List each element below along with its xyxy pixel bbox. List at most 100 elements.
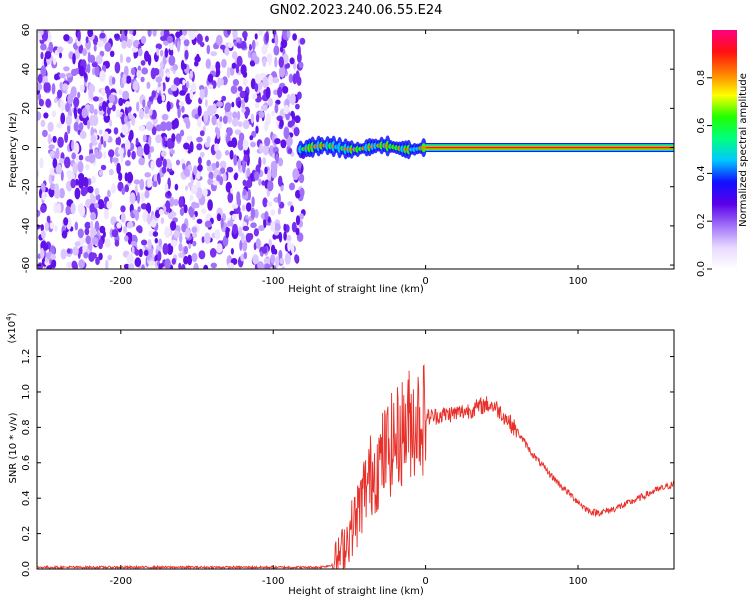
- spectrogram-cell: [182, 79, 186, 86]
- spectrogram-cell: [173, 77, 181, 87]
- spectrogram-cell: [99, 170, 103, 176]
- figure-title: GN02.2023.240.06.55.E24: [270, 3, 443, 18]
- spectrogram-cell: [66, 261, 73, 269]
- spectrogram-cell: [40, 43, 47, 51]
- spectrogram-cell: [232, 223, 238, 235]
- spectrogram-cell: [277, 193, 281, 206]
- spectrogram-cell: [139, 108, 144, 120]
- spectrogram-cell: [189, 206, 195, 218]
- spectrogram-cell: [241, 232, 245, 244]
- spectrogram-cell: [264, 211, 269, 221]
- spectrogram-cell: [79, 237, 87, 243]
- spectrogram-cell: [170, 149, 175, 155]
- spectrogram-cell: [121, 187, 126, 195]
- spectrogram-cell: [60, 248, 67, 260]
- spectrogram-cell: [176, 40, 181, 53]
- spectrogram-cell: [245, 233, 252, 243]
- spectrogram-cell: [79, 205, 86, 217]
- spectrogram-cell: [181, 223, 187, 233]
- spectrogram-cell: [94, 148, 99, 159]
- spectrogram-cell: [180, 59, 185, 71]
- spectrogram-cell: [160, 35, 167, 42]
- spectrogram-cell: [187, 182, 193, 188]
- spectrogram-cell: [212, 103, 217, 115]
- spectrogram-frame: [36, 29, 675, 270]
- spectrogram-cell: [144, 189, 150, 199]
- spectrogram-cell: [290, 93, 296, 105]
- spectrogram-cell: [71, 139, 75, 151]
- spectrogram-cell: [245, 202, 252, 212]
- spectrogram-cell: [160, 217, 165, 224]
- spectrogram-cell: [196, 33, 203, 44]
- spectrogram-cell: [297, 45, 301, 58]
- spectrogram-cell: [220, 217, 224, 229]
- spectrogram-cell: [59, 73, 66, 79]
- spectrogram-cell: [144, 50, 150, 62]
- spectrogram-cell: [90, 176, 96, 184]
- spectrogram-cell: [120, 30, 125, 36]
- spectrogram-cell: [56, 122, 62, 129]
- spectrogram-cell: [137, 227, 143, 234]
- spectrogram-cell: [103, 151, 107, 159]
- spectrogram-cell: [240, 40, 247, 49]
- spectrogram-cell: [143, 249, 149, 257]
- spectrogram-cell: [204, 99, 208, 108]
- spectrogram-cell: [43, 112, 49, 119]
- snr-series-line: [37, 364, 674, 569]
- spectrogram-cell: [138, 125, 146, 132]
- spectrogram-cell: [140, 203, 147, 210]
- spectrogram-cell: [100, 164, 107, 171]
- spectrogram-cell: [179, 35, 186, 41]
- spectrogram-cell: [74, 221, 79, 231]
- spectrogram-cell: [170, 220, 177, 231]
- spectrogram-cell: [171, 120, 177, 130]
- spectrogram-cell: [230, 187, 234, 194]
- spectrogram-cell: [249, 60, 256, 67]
- spectrogram-cell: [179, 90, 186, 96]
- spectrogram-cell: [147, 239, 152, 250]
- spectrogram-cell: [91, 62, 98, 68]
- spectrogram-cell: [40, 204, 47, 213]
- y-tick-label: 0: [21, 144, 32, 150]
- spectrogram-cell: [127, 232, 132, 245]
- spectrogram-cell: [37, 224, 41, 230]
- spectrogram-cell: [78, 122, 84, 131]
- spectrogram-cell: [286, 30, 291, 39]
- spectrogram-cell: [243, 154, 249, 162]
- spectrogram-cell: [117, 136, 121, 146]
- spectrogram-cell: [97, 40, 104, 48]
- spectrogram-cell: [210, 262, 217, 269]
- spectrogram-cell: [183, 246, 189, 255]
- spectrogram-cell: [183, 142, 190, 150]
- spectrogram-cell: [258, 178, 262, 186]
- spectrogram-cell: [175, 133, 182, 142]
- spectrogram-cell: [89, 203, 96, 214]
- spectrogram-cell: [147, 30, 152, 37]
- spectrogram-cell: [193, 165, 198, 176]
- spectrogram-cell: [199, 130, 205, 137]
- spectrogram-cell: [52, 158, 58, 169]
- spectrogram-cell: [160, 82, 164, 95]
- spectrogram-cell: [227, 262, 235, 269]
- spectrogram-cell: [242, 78, 248, 86]
- spectrogram-cell: [274, 223, 281, 232]
- spectrogram-cell: [150, 160, 155, 171]
- spectrogram-cell: [225, 111, 233, 118]
- spectrogram-cell: [74, 241, 81, 247]
- spectrogram-cell: [37, 262, 43, 269]
- snr-y-ticks: 0.0 0.2 0.4 0.6 0.8 1.0 1.2: [21, 349, 674, 577]
- spectrogram-cell: [167, 161, 173, 170]
- spectrogram-cell: [273, 89, 279, 96]
- spectrogram-cell: [48, 144, 55, 150]
- spectrogram-cell: [287, 240, 292, 252]
- spectrogram-cell: [126, 38, 133, 49]
- spectrogram-cell: [298, 61, 304, 69]
- spectrogram-cell: [213, 42, 219, 50]
- spectrogram-cell: [49, 222, 55, 230]
- spectrogram-cell: [90, 190, 94, 202]
- spectrogram-cell: [252, 254, 259, 265]
- spectrogram-cell: [176, 99, 180, 110]
- spectrogram-cell: [147, 177, 153, 188]
- spectrogram-cell: [89, 142, 93, 150]
- spectrogram-cell: [40, 65, 47, 77]
